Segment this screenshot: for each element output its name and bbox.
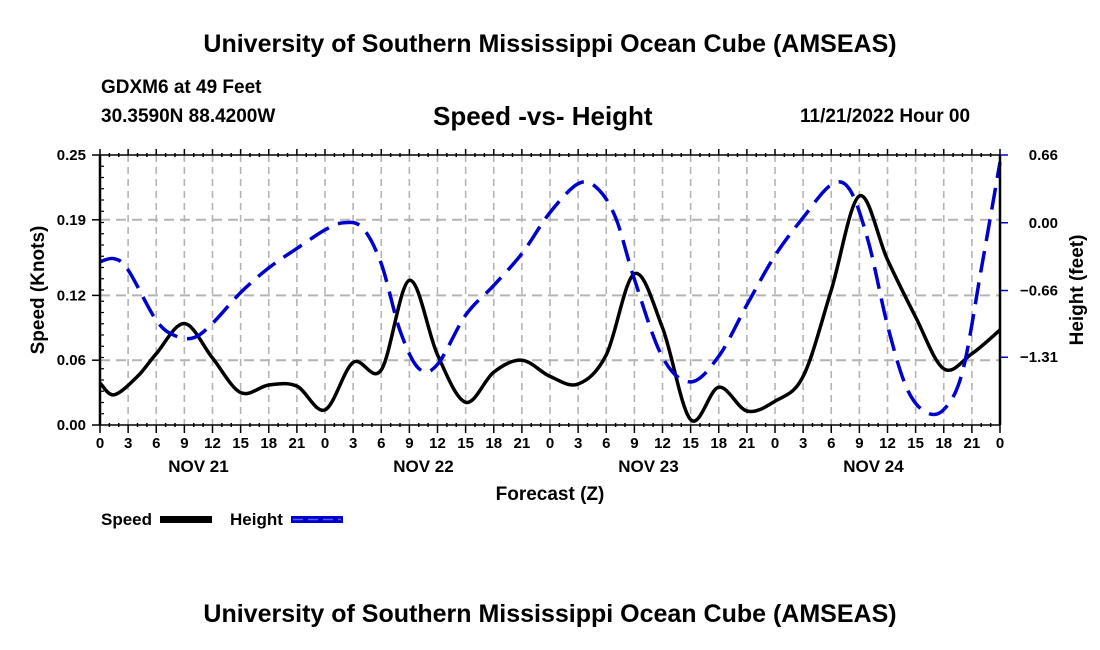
legend-label-height: Height bbox=[230, 510, 283, 529]
x-tick-label: 21 bbox=[289, 435, 306, 452]
chart-title: University of Southern Mississippi Ocean… bbox=[203, 30, 897, 58]
y2-tick-label: −1.31 bbox=[1020, 349, 1058, 366]
x-tick-label: 0 bbox=[546, 435, 554, 452]
axes-group bbox=[92, 149, 1008, 433]
day-label: NOV 21 bbox=[168, 457, 228, 476]
x-tick-label: 12 bbox=[429, 435, 446, 452]
x-tick-label: 15 bbox=[682, 435, 699, 452]
footer-title: University of Southern Mississippi Ocean… bbox=[203, 600, 897, 628]
x-tick-label: 18 bbox=[710, 435, 727, 452]
legend-swatch-speed bbox=[160, 516, 212, 523]
x-tick-label: 21 bbox=[964, 435, 981, 452]
y2-axis-label: Height (feet) bbox=[1067, 235, 1088, 346]
x-tick-label: 9 bbox=[405, 435, 413, 452]
day-label: NOV 22 bbox=[393, 457, 453, 476]
chart-subtitle: Speed -vs- Height bbox=[433, 101, 653, 131]
tick-labels: 0 3 6 9 12 15 18 21 0 3 6 9 12 15 18 21 0 3 6 9 12 15 18 21 0 3 6 9… bbox=[57, 147, 1058, 476]
day-label: NOV 24 bbox=[843, 457, 904, 476]
y-tick-label: 0.12 bbox=[57, 287, 86, 304]
x-tick-label: 12 bbox=[204, 435, 221, 452]
x-tick-label: 9 bbox=[630, 435, 638, 452]
x-tick-label: 15 bbox=[457, 435, 474, 452]
x-tick-label: 18 bbox=[935, 435, 952, 452]
legend: Speed Height bbox=[101, 510, 343, 529]
x-tick-label: 9 bbox=[180, 435, 188, 452]
x-tick-label: 0 bbox=[996, 435, 1004, 452]
y-tick-label: 0.00 bbox=[57, 417, 86, 434]
x-tick-label: 21 bbox=[514, 435, 531, 452]
y2-tick-label: 0.66 bbox=[1029, 147, 1058, 164]
series-line-height bbox=[99, 161, 1002, 417]
x-tick-label: 9 bbox=[855, 435, 863, 452]
x-tick-label: 12 bbox=[654, 435, 671, 452]
day-label: NOV 23 bbox=[618, 457, 678, 476]
y2-tick-label: 0.00 bbox=[1029, 215, 1058, 232]
x-tick-label: 6 bbox=[602, 435, 610, 452]
x-axis-label: Forecast (Z) bbox=[496, 484, 605, 505]
legend-label-speed: Speed bbox=[101, 510, 152, 529]
x-tick-label: 3 bbox=[124, 435, 132, 452]
x-tick-label: 21 bbox=[739, 435, 756, 452]
y-axis-label: Speed (Knots) bbox=[28, 226, 49, 355]
series-group bbox=[98, 161, 1002, 423]
coordinates-label: 30.3590N 88.4200W bbox=[101, 106, 276, 127]
x-tick-label: 0 bbox=[321, 435, 329, 452]
x-tick-label: 18 bbox=[260, 435, 277, 452]
station-label: GDXM6 at 49 Feet bbox=[101, 77, 262, 98]
x-tick-label: 3 bbox=[799, 435, 807, 452]
series-line-speed bbox=[98, 194, 1002, 423]
x-tick-label: 0 bbox=[771, 435, 779, 452]
x-tick-label: 0 bbox=[96, 435, 104, 452]
x-tick-label: 15 bbox=[907, 435, 924, 452]
x-tick-label: 18 bbox=[485, 435, 502, 452]
grid-lines bbox=[100, 155, 1000, 425]
x-tick-label: 3 bbox=[574, 435, 582, 452]
forecast-datetime: 11/21/2022 Hour 00 bbox=[800, 106, 971, 127]
x-tick-label: 6 bbox=[377, 435, 385, 452]
y-tick-label: 0.19 bbox=[57, 212, 86, 229]
x-tick-label: 6 bbox=[152, 435, 160, 452]
x-tick-label: 12 bbox=[879, 435, 896, 452]
y-tick-label: 0.06 bbox=[57, 352, 86, 369]
y2-tick-label: −0.66 bbox=[1020, 283, 1058, 300]
x-tick-label: 15 bbox=[232, 435, 249, 452]
x-tick-label: 3 bbox=[349, 435, 357, 452]
x-tick-label: 6 bbox=[827, 435, 835, 452]
y-tick-label: 0.25 bbox=[57, 147, 86, 164]
